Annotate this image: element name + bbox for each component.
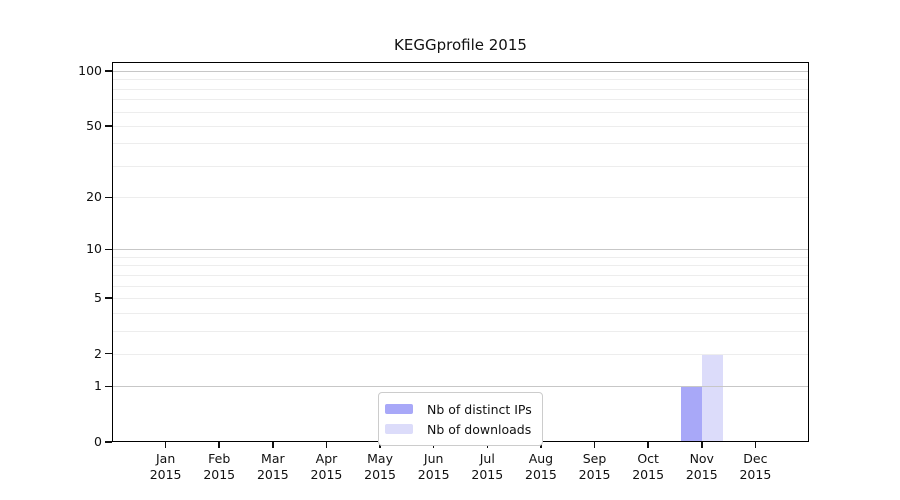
gridline-major-100 [112,71,809,73]
gridline-minor-30 [112,165,809,167]
legend-swatch-icon [385,404,413,414]
legend: Nb of distinct IPs Nb of downloads [378,392,543,446]
x-tick-month: Apr [315,451,338,466]
x-tick-month: Jul [479,451,495,466]
chart-title: KEGGprofile 2015 [394,36,527,54]
legend-swatch-icon [385,424,413,434]
y-tick-label-20: 20 [86,189,102,205]
gridline-minor-20 [112,197,809,199]
x-tick-nov [701,442,703,448]
x-tick-label-mar: Mar 2015 [233,451,313,482]
x-tick-month: Dec [743,451,768,466]
x-tick-label-jun: Jun 2015 [394,451,474,482]
x-tick-dec [754,442,757,448]
y-tick-label-2: 2 [94,345,102,361]
x-tick-year: 2015 [417,466,450,482]
x-tick-label-sep: Sep 2015 [555,451,635,482]
gridline-minor-40 [112,143,809,145]
x-tick-month: Feb [208,451,231,466]
x-tick-feb [218,442,220,448]
y-tick-100 [105,70,112,72]
y-tick-label-50: 50 [86,117,102,133]
y-tick-2 [105,352,112,355]
x-tick-month: Nov [689,451,714,466]
x-tick-label-dec: Dec 2015 [715,451,795,482]
y-tick-50 [105,125,112,127]
y-tick-label-5: 5 [94,289,102,305]
x-tick-mar [272,442,274,448]
y-tick-20 [105,196,112,199]
bar-nov-series0 [680,386,702,442]
bar-nov-series1 [701,353,723,442]
x-tick-month: Aug [528,451,554,466]
x-tick-label-feb: Feb 2015 [179,451,259,482]
y-tick-1 [105,385,112,388]
plot-area [112,62,809,442]
gridline-major-1 [112,386,809,388]
x-tick-month: Sep [582,451,607,466]
gridline-minor-90 [112,79,809,81]
gridline-major-10 [112,249,809,251]
x-tick-sep [593,442,596,448]
gridline-minor-4 [112,312,809,314]
x-tick-label-apr: Apr 2015 [286,451,366,482]
legend-row-1: Nb of downloads [385,419,532,439]
x-tick-month: Jan [155,451,176,466]
gridline-minor-6 [112,285,809,287]
y-tick-label-100: 100 [78,63,102,79]
y-tick-label-0: 0 [94,434,102,449]
x-tick-year: 2015 [256,466,289,482]
y-tick-label-1: 1 [94,378,102,394]
x-tick-year: 2015 [739,466,772,482]
legend-label: Nb of downloads [427,421,532,437]
y-tick-label-10: 10 [86,241,102,257]
x-tick-year: 2015 [578,466,611,482]
x-tick-oct [647,442,649,448]
y-tick-5 [105,297,112,299]
x-tick-year: 2015 [525,466,557,482]
x-tick-apr [325,442,328,448]
x-tick-year: 2015 [203,466,236,482]
gridline-minor-2 [112,353,809,355]
y-tick-10 [105,248,112,250]
gridline-minor-7 [112,274,809,276]
x-tick-month: May [367,451,393,466]
x-tick-label-jan: Jan 2015 [126,451,206,482]
gridline-minor-70 [112,99,809,101]
x-tick-year: 2015 [685,466,718,482]
x-tick-label-aug: Aug 2015 [501,451,581,482]
gridline-minor-9 [112,256,809,258]
x-tick-year: 2015 [364,466,396,482]
x-tick-year: 2015 [632,466,665,482]
x-tick-label-oct: Oct 2015 [608,451,688,482]
gridline-minor-50 [112,125,809,127]
x-tick-label-may: May 2015 [340,451,420,482]
gridline-minor-8 [112,265,809,267]
x-tick-month: Jun [423,451,444,466]
x-tick-year: 2015 [471,466,504,482]
x-tick-label-nov: Nov 2015 [662,451,742,482]
gridline-minor-60 [112,111,809,113]
gridline-minor-80 [112,88,809,90]
y-tick-0 [105,441,112,443]
x-tick-label-jul: Jul 2015 [447,451,527,482]
x-tick-month: Oct [637,451,659,466]
x-tick-jan [164,442,167,448]
x-tick-year: 2015 [149,466,182,482]
legend-label: Nb of distinct IPs [427,401,532,417]
legend-row-0: Nb of distinct IPs [385,399,532,419]
x-tick-month: Mar [261,451,285,466]
x-tick-year: 2015 [310,466,343,482]
gridline-minor-3 [112,330,809,332]
gridline-minor-5 [112,297,809,299]
